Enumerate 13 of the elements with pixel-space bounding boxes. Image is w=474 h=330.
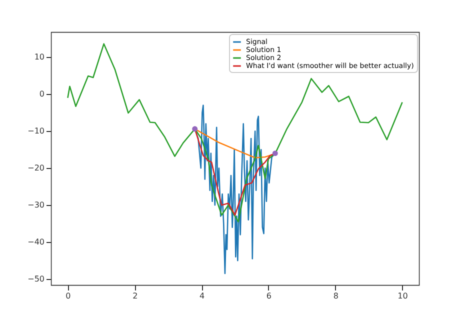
y-tick-label: 10 — [34, 52, 44, 62]
y-tick-label: −40 — [28, 238, 44, 247]
x-tick-label: 0 — [66, 292, 71, 300]
x-tick-label: 2 — [132, 292, 138, 300]
y-tick-label: 0 — [39, 90, 44, 99]
x-tick-label: 8 — [333, 292, 338, 300]
x-tick-label: 4 — [200, 292, 205, 300]
x-tick-label: 6 — [266, 292, 272, 300]
y-tick-label: −30 — [28, 200, 44, 210]
y-tick-label: −10 — [28, 126, 44, 136]
x-tick-label: 10 — [398, 292, 408, 300]
y-tick-label: −50 — [28, 274, 44, 284]
y-tick-label: −20 — [28, 164, 44, 173]
